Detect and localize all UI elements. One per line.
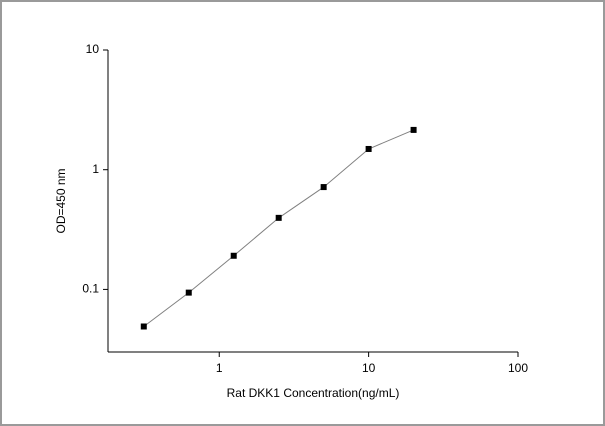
x-tick-label: 10 — [362, 361, 376, 375]
y-axis-label: OD=450 nm — [54, 168, 68, 233]
x-axis-label: Rat DKK1 Concentration(ng/mL) — [227, 386, 400, 400]
y-tick-label: 0.1 — [82, 282, 99, 296]
data-point — [365, 145, 372, 152]
y-tick-label: 10 — [86, 42, 100, 56]
data-point — [140, 323, 147, 330]
y-tick-label: 1 — [92, 162, 99, 176]
data-point — [230, 252, 237, 259]
data-point — [275, 214, 282, 221]
x-tick-label: 1 — [216, 361, 223, 375]
x-tick-label: 100 — [508, 361, 528, 375]
data-point — [320, 184, 327, 191]
data-point — [185, 289, 192, 296]
data-point — [410, 126, 417, 133]
